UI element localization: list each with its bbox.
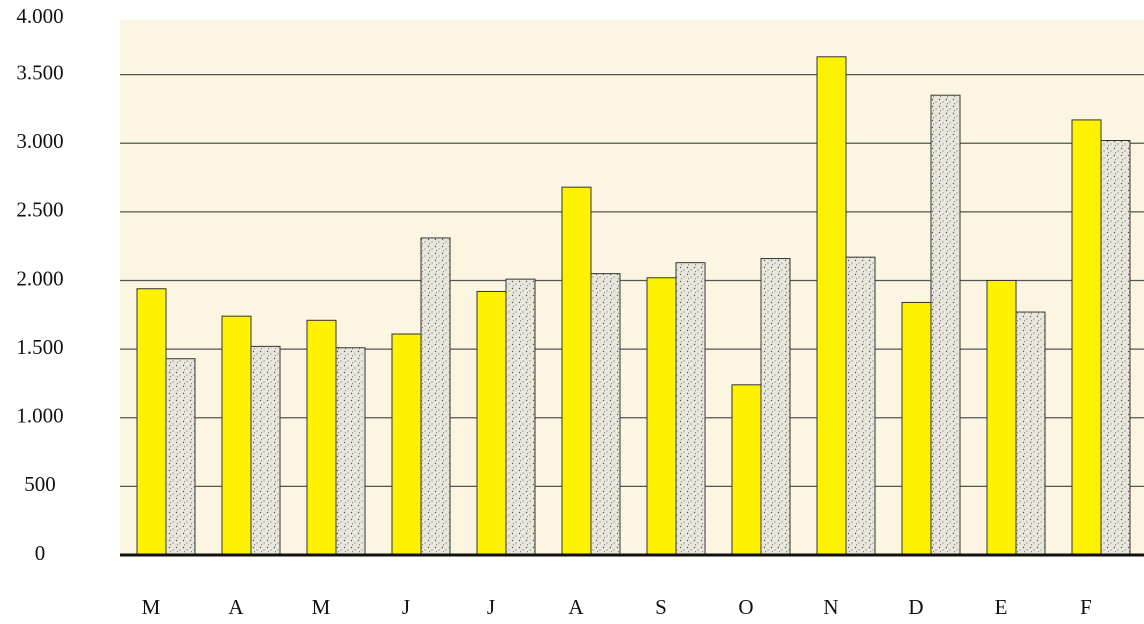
x-tick-label: E: [995, 595, 1008, 619]
bar: [901, 301, 932, 556]
y-tick-label: 2.500: [16, 198, 63, 222]
bar: [306, 319, 337, 556]
x-tick-label: A: [228, 595, 244, 619]
x-tick-label: J: [487, 595, 495, 619]
bar: [505, 278, 536, 556]
bar: [335, 347, 366, 556]
bar: [1071, 119, 1102, 556]
x-tick-label: M: [142, 595, 161, 619]
bar: [986, 280, 1017, 556]
bar: [816, 56, 847, 556]
bar: [675, 262, 706, 556]
y-tick-label: 2.000: [16, 266, 63, 290]
bar: [760, 258, 791, 556]
bar: [561, 186, 592, 556]
x-tick-label: O: [738, 595, 753, 619]
y-tick-label: 500: [24, 472, 56, 496]
bar: [930, 94, 961, 556]
bar: [136, 288, 167, 556]
plot-background: [120, 20, 1144, 555]
bar: [731, 384, 762, 556]
bar: [165, 358, 196, 556]
x-tick-label: F: [1080, 595, 1092, 619]
y-tick-label: 1.500: [16, 335, 63, 359]
y-tick-label: 0: [35, 541, 46, 565]
x-tick-label: J: [402, 595, 410, 619]
x-tick-label: A: [568, 595, 584, 619]
y-tick-label: 1.000: [16, 404, 63, 428]
x-tick-label: D: [908, 595, 923, 619]
bar: [845, 256, 876, 556]
bar: [476, 290, 507, 556]
bar: [250, 345, 281, 556]
bar: [221, 315, 252, 556]
x-tick-label: N: [823, 595, 838, 619]
bar: [420, 237, 451, 556]
y-tick-label: 3.000: [16, 129, 63, 153]
x-tick-label: S: [655, 595, 667, 619]
bar: [391, 333, 422, 556]
bar: [646, 277, 677, 556]
x-tick-label: M: [312, 595, 331, 619]
bar: [1015, 311, 1046, 556]
y-tick-label: 4.000: [16, 4, 63, 28]
bar: [1100, 140, 1131, 556]
y-tick-label: 3.500: [16, 60, 63, 84]
bar: [590, 273, 621, 556]
